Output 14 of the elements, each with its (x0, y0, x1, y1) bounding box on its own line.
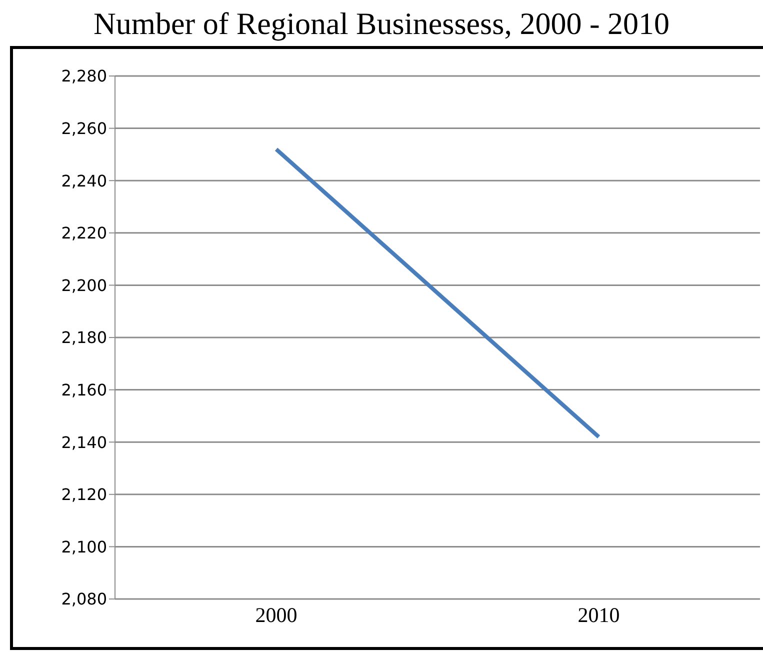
y-tick-label: 2,160 (61, 380, 107, 400)
x-tick-label: 2000 (255, 602, 298, 627)
y-tick-label: 2,240 (61, 171, 107, 190)
y-tick-label: 2,180 (61, 328, 107, 348)
chart-title: Number of Regional Businessess, 2000 - 2010 (92, 6, 671, 42)
y-tick-label: 2,120 (61, 485, 107, 504)
y-tick-label: 2,140 (61, 432, 107, 452)
y-tick-label: 2,080 (61, 590, 107, 609)
y-tick-label: 2,220 (61, 224, 107, 243)
y-tick-label: 2,200 (61, 276, 107, 295)
y-tick-label: 2,260 (61, 118, 107, 138)
y-tick-label: 2,280 (61, 66, 107, 86)
y-tick-label: 2,100 (61, 537, 107, 556)
x-tick-label: 2010 (578, 602, 620, 627)
